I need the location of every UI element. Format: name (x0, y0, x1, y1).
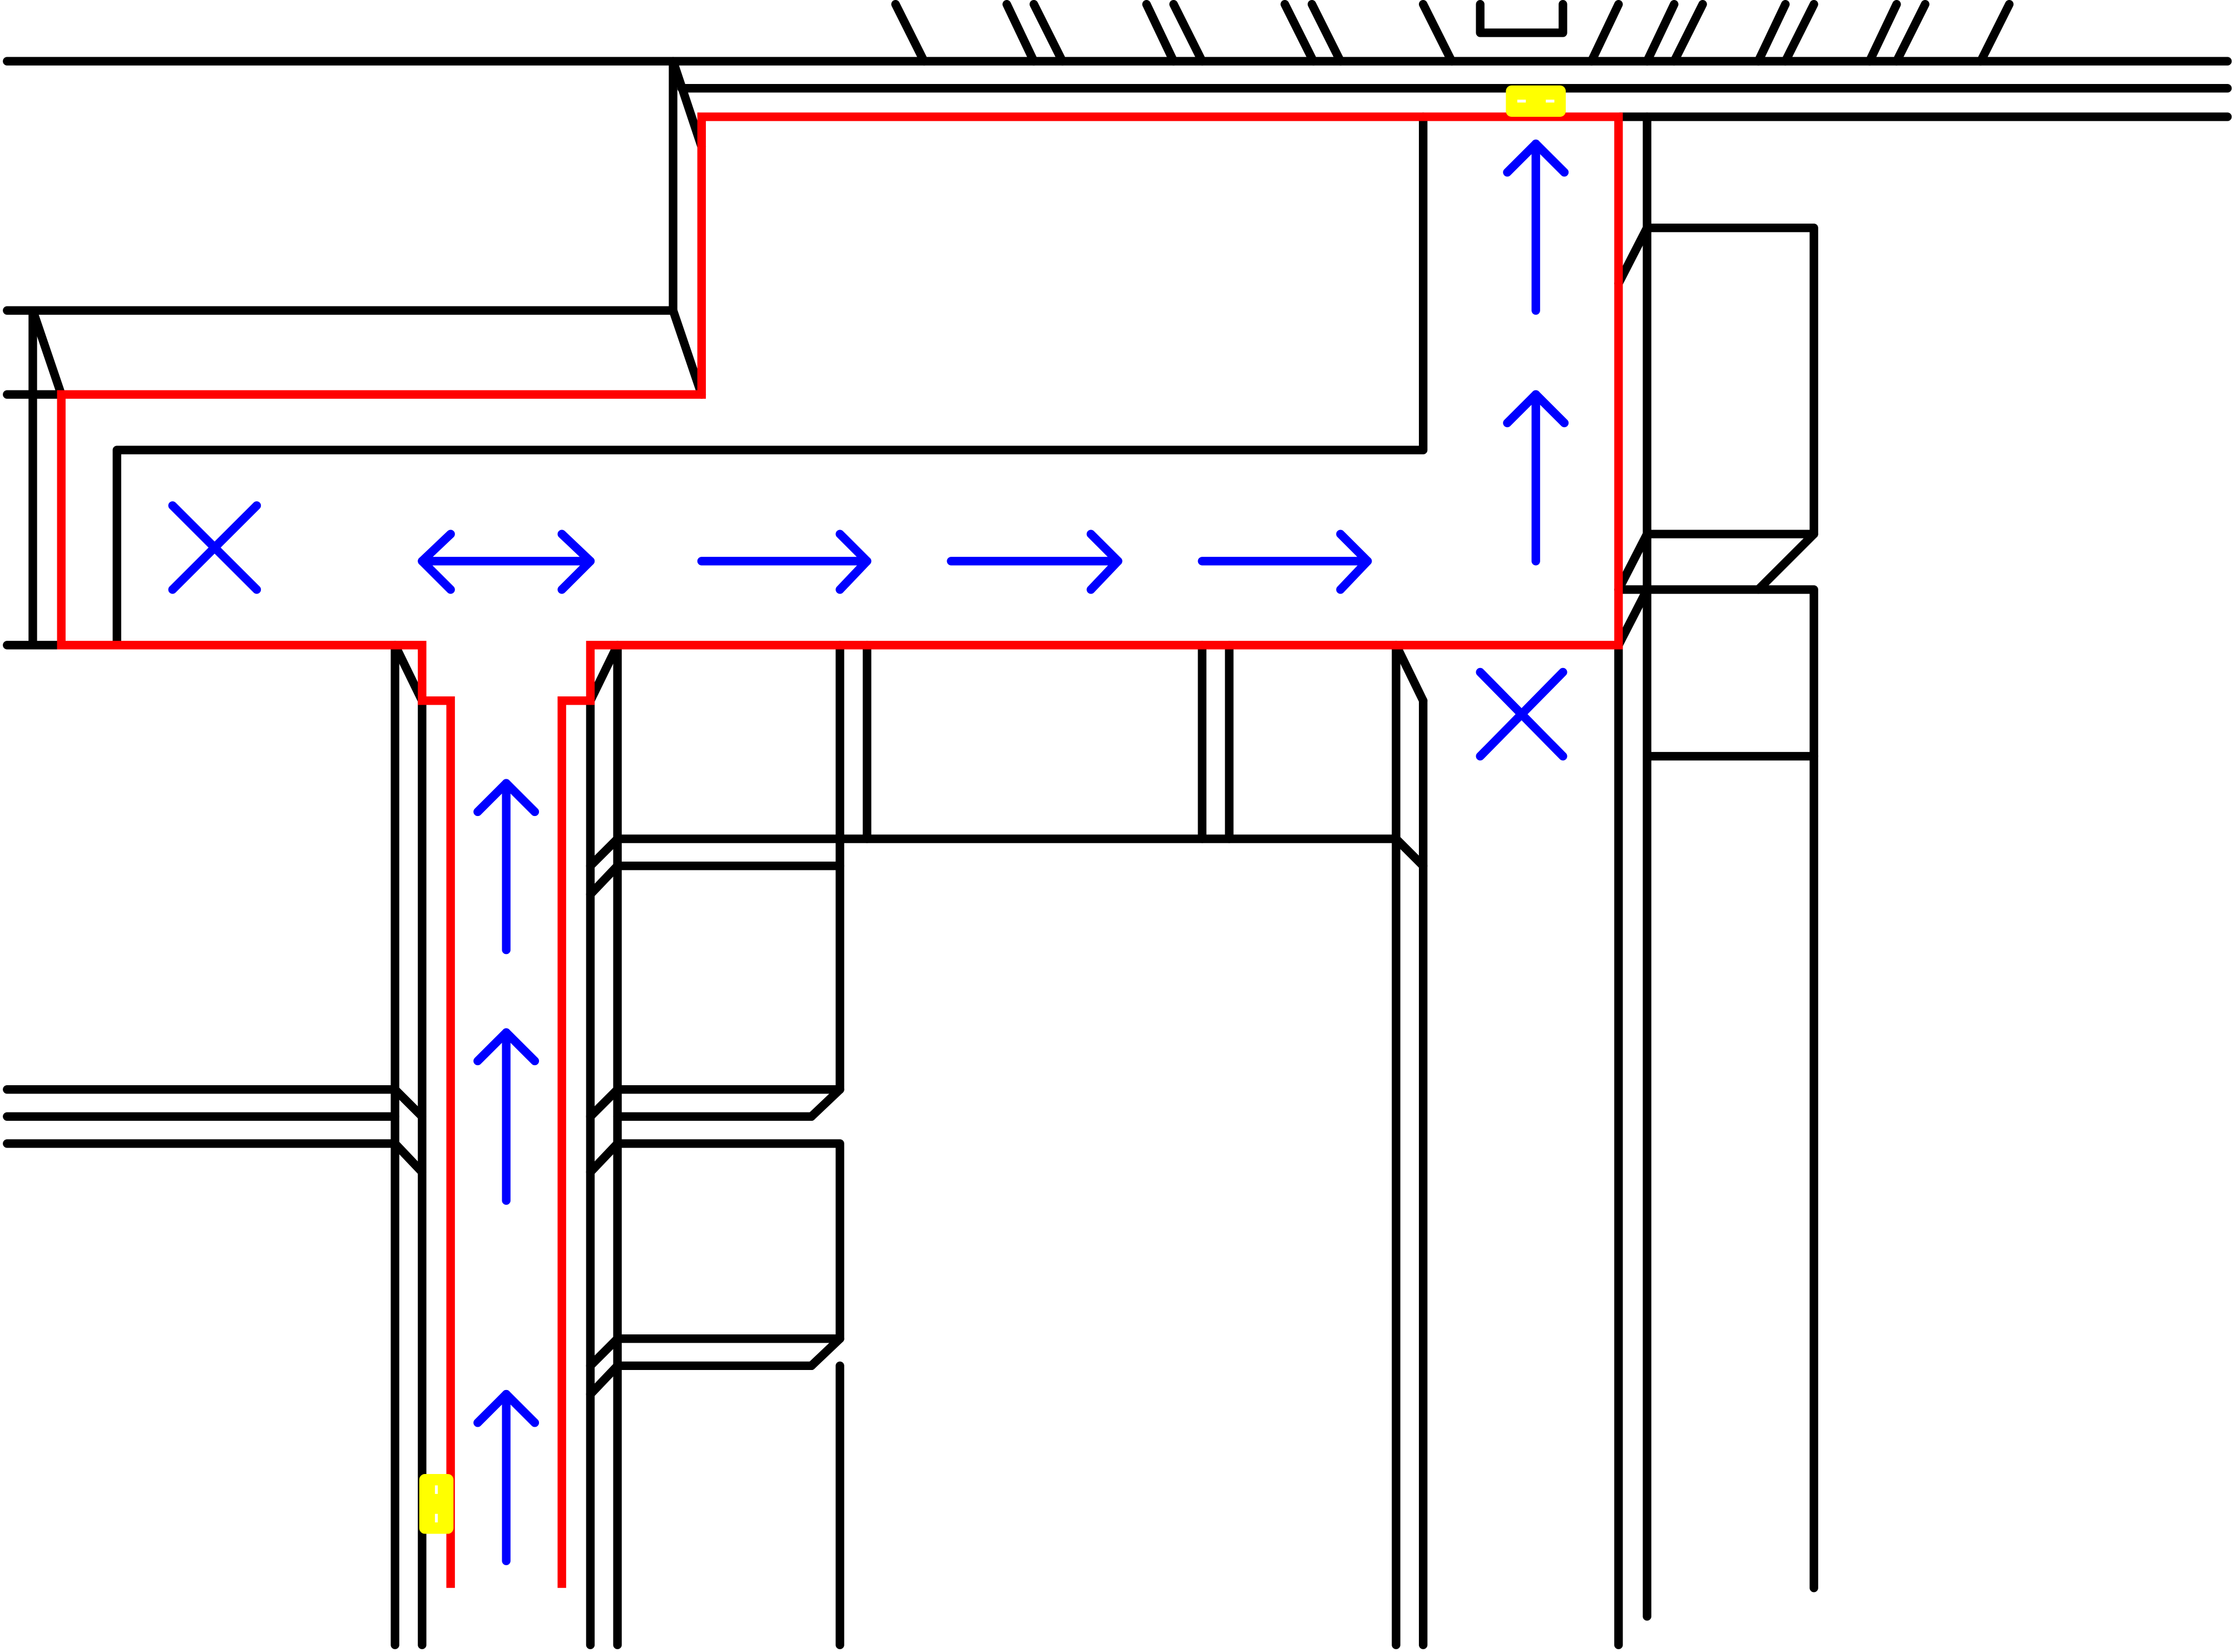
flow-symbols (168, 139, 1569, 1565)
wall (586, 1334, 622, 1371)
right-arrow-2 (947, 530, 1122, 594)
wall (586, 641, 622, 705)
wall (28, 306, 66, 399)
wall (669, 57, 706, 151)
wall (613, 1139, 844, 1343)
wall (586, 834, 622, 870)
up-arrow-right-2 (1503, 139, 1569, 315)
wall-lines (3, 0, 2232, 1649)
up-arrow-left-1 (473, 779, 540, 954)
wall (586, 1085, 622, 1121)
exit-marker-top (1506, 85, 1566, 117)
double-arrow (418, 530, 595, 594)
wall (807, 1085, 844, 1121)
wall (1614, 585, 1651, 650)
wall (1754, 530, 1818, 594)
wall (112, 112, 1428, 650)
up-arrow-right-1 (1503, 390, 1569, 566)
wall (390, 1139, 427, 1176)
wall (1614, 223, 1651, 288)
up-arrow-left-3 (473, 1389, 540, 1565)
wall (586, 1139, 622, 1176)
wall (669, 306, 706, 399)
wall (1643, 223, 1818, 538)
wall (1614, 585, 1818, 1592)
blocked-x-right (1476, 667, 1567, 761)
wall (586, 1361, 622, 1399)
up-arrow-left-2 (473, 1028, 540, 1205)
exit-marker-bottom (419, 1473, 454, 1534)
wall (390, 1085, 427, 1121)
route-outline (57, 112, 1623, 1588)
right-arrow-3 (1198, 530, 1372, 594)
blocked-x-left (168, 501, 261, 594)
wall (390, 641, 427, 705)
wall (586, 862, 622, 899)
wall (1392, 834, 1428, 870)
top-hatching (891, 0, 2014, 66)
wall (1392, 641, 1428, 705)
wall (1614, 530, 1651, 594)
right-arrow-1 (697, 530, 872, 594)
wall (807, 1334, 844, 1371)
